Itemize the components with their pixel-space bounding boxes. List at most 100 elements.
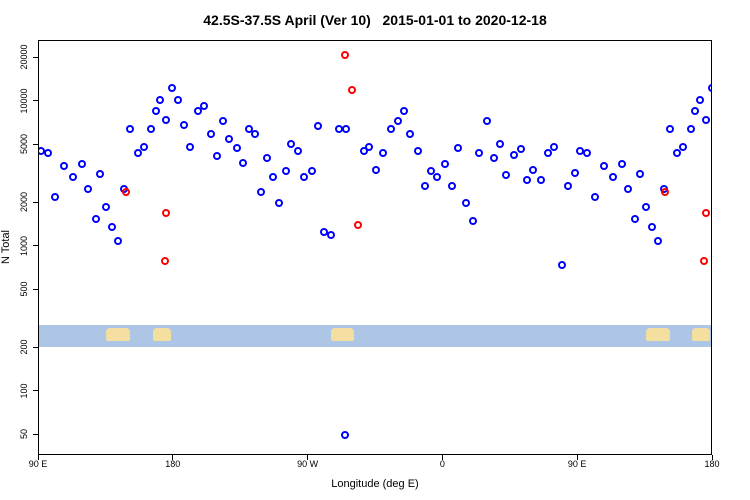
data-point-ocean xyxy=(575,146,584,155)
data-point-ocean xyxy=(475,149,484,158)
y-tick-label: 100 xyxy=(19,383,29,399)
data-point-ocean xyxy=(232,143,241,152)
data-point-ocean xyxy=(647,222,656,231)
data-point-ocean xyxy=(394,117,403,126)
y-tick-mark xyxy=(33,346,38,348)
data-point-land xyxy=(661,187,670,196)
data-point-ocean xyxy=(386,124,395,133)
x-tick-mark xyxy=(37,455,39,460)
y-tick-mark xyxy=(33,56,38,58)
x-tick-label: 180 xyxy=(165,459,181,469)
data-point-ocean xyxy=(126,124,135,133)
data-point-ocean xyxy=(193,107,202,116)
x-tick-mark xyxy=(576,455,578,460)
data-point-ocean xyxy=(421,182,430,191)
data-point-ocean xyxy=(617,160,626,169)
data-point-ocean xyxy=(96,170,105,179)
data-point-ocean xyxy=(599,161,608,170)
data-point-ocean xyxy=(571,169,580,178)
data-point-ocean xyxy=(313,121,322,130)
data-point-ocean xyxy=(156,95,165,104)
data-point-ocean xyxy=(691,107,700,116)
legend-item-land: Land (Nadir&Glint) xyxy=(81,453,197,454)
data-point-ocean xyxy=(631,215,640,224)
data-point-land xyxy=(354,221,363,230)
data-point-ocean xyxy=(502,171,511,180)
data-point-ocean xyxy=(319,227,328,236)
x-tick-mark xyxy=(711,455,713,460)
data-point-ocean xyxy=(679,142,688,151)
data-point-ocean xyxy=(162,115,171,124)
data-point-ocean xyxy=(550,142,559,151)
data-point-ocean xyxy=(440,160,449,169)
data-point-ocean xyxy=(282,167,291,176)
x-tick-label: 90 W xyxy=(297,459,319,469)
data-point-ocean xyxy=(413,146,422,155)
data-point-land xyxy=(162,209,171,218)
x-axis-label: Longitude (deg E) xyxy=(331,478,419,490)
data-point-ocean xyxy=(250,129,259,138)
map-strip-land-patch xyxy=(645,328,670,342)
data-point-ocean xyxy=(186,142,195,151)
data-point-ocean xyxy=(641,202,650,211)
data-point-ocean xyxy=(523,175,532,184)
data-point-ocean xyxy=(147,124,156,133)
x-tick-mark xyxy=(441,455,443,460)
data-point-ocean xyxy=(496,140,505,149)
data-point-ocean xyxy=(286,140,295,149)
map-strip-ocean xyxy=(39,325,711,348)
data-point-ocean xyxy=(379,149,388,158)
data-point-ocean xyxy=(274,199,283,207)
data-point-ocean xyxy=(84,184,93,193)
data-point-ocean xyxy=(300,173,309,182)
map-strip-land-patch xyxy=(331,328,354,342)
data-point-ocean xyxy=(608,173,617,182)
chart-title: 42.5S-37.5S April (Ver 10) 2015-01-01 to… xyxy=(203,12,547,28)
data-point-ocean xyxy=(635,170,644,179)
data-point-ocean xyxy=(139,142,148,151)
data-point-ocean xyxy=(342,124,351,133)
data-point-ocean xyxy=(695,95,704,104)
y-tick-label: 20000 xyxy=(19,44,29,70)
y-tick-label: 10000 xyxy=(19,88,29,114)
data-point-ocean xyxy=(180,121,189,130)
data-point-ocean xyxy=(268,173,277,182)
data-point-ocean xyxy=(219,117,228,126)
y-tick-mark xyxy=(33,390,38,392)
y-axis-label: N Total xyxy=(0,229,12,265)
y-tick-mark xyxy=(33,143,38,145)
y-tick-mark xyxy=(33,100,38,102)
data-point-ocean xyxy=(133,149,142,158)
data-point-ocean xyxy=(69,173,78,182)
data-point-ocean xyxy=(400,107,409,116)
data-point-land xyxy=(700,256,708,265)
map-strip-land-patch xyxy=(692,328,710,342)
data-point-ocean xyxy=(433,173,442,182)
data-point-land xyxy=(340,50,349,59)
data-point-ocean xyxy=(174,95,183,104)
x-tick-mark xyxy=(307,455,309,460)
map-strip-land-patch xyxy=(152,328,171,342)
data-point-ocean xyxy=(78,160,87,169)
data-point-ocean xyxy=(583,149,592,158)
data-point-ocean xyxy=(262,153,271,162)
y-tick-mark xyxy=(33,245,38,247)
x-tick-label: 180 xyxy=(704,459,720,469)
data-point-ocean xyxy=(427,167,436,176)
data-point-ocean xyxy=(469,217,478,226)
y-tick-label: 1000 xyxy=(19,235,29,256)
data-point-ocean xyxy=(225,135,234,144)
data-point-ocean xyxy=(509,150,518,159)
x-tick-mark xyxy=(172,455,174,460)
data-point-ocean xyxy=(327,231,336,240)
data-point-ocean xyxy=(372,165,380,174)
data-point-ocean xyxy=(653,236,662,245)
data-point-ocean xyxy=(673,149,682,158)
x-tick-label: 90 E xyxy=(567,459,587,469)
data-point-ocean xyxy=(563,182,572,191)
legend: Land (Nadir&Glint) Ocean (Glint) xyxy=(81,453,197,454)
y-tick-mark xyxy=(33,433,38,435)
data-point-ocean xyxy=(340,431,349,440)
y-tick-label: 200 xyxy=(19,339,29,355)
